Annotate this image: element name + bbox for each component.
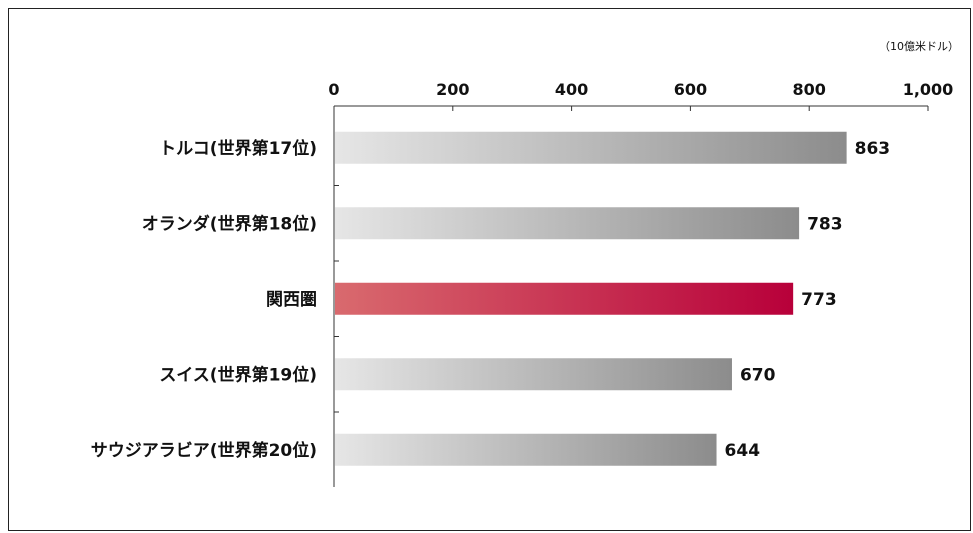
category-label: サウジアラビア(世界第20位)	[91, 440, 317, 461]
chart-frame: （10億米ドル） 0 200 400 600 800 1,000 トルコ(世界第17位) 8…	[8, 8, 971, 531]
category-label: トルコ(世界第17位)	[159, 138, 317, 159]
x-tick-label: 400	[555, 80, 588, 99]
x-tick-label: 1,000	[903, 80, 954, 99]
category-label: スイス(世界第19位)	[159, 364, 317, 385]
bar	[335, 433, 717, 466]
x-tick-label: 200	[436, 80, 469, 99]
x-axis: 0 200 400 600 800 1,000	[328, 80, 953, 487]
category-label: オランダ(世界第18位)	[142, 213, 317, 234]
bar	[335, 358, 732, 391]
bars: トルコ(世界第17位) 863 オランダ(世界第18位) 783 関西圏 773 スイス(世…	[91, 131, 891, 466]
bar-chart: （10億米ドル） 0 200 400 600 800 1,000 トルコ(世界第17位) 8…	[91, 40, 959, 487]
x-tick-label: 800	[792, 80, 825, 99]
bar-highlight	[335, 282, 794, 315]
value-label: 863	[855, 139, 891, 159]
value-label: 773	[801, 290, 837, 310]
x-tick-label: 600	[674, 80, 707, 99]
value-label: 783	[807, 214, 843, 234]
unit-label: （10億米ドル）	[879, 40, 959, 53]
value-label: 644	[725, 441, 761, 461]
bar	[335, 207, 800, 240]
category-label: 関西圏	[266, 290, 317, 310]
value-label: 670	[740, 365, 776, 385]
x-tick-label: 0	[328, 80, 339, 99]
bar	[335, 131, 847, 164]
